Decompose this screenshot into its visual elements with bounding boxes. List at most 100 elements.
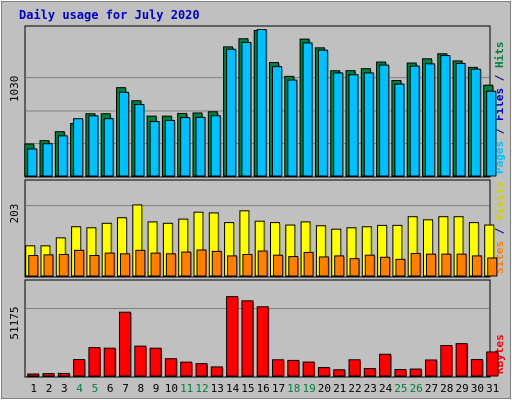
bar-files-day-13 (210, 115, 221, 177)
day-label-26: 26 (410, 382, 423, 395)
bar-kbytes-day-20 (317, 367, 330, 377)
bar-sites-day-1 (28, 255, 39, 277)
bar-kbytes-day-2 (42, 373, 55, 377)
bar-sites-day-14 (227, 255, 238, 277)
bar-files-day-2 (42, 143, 53, 177)
bar-sites-day-26 (410, 252, 421, 277)
bar-kbytes-day-28 (440, 345, 453, 377)
bar-sites-day-30 (471, 255, 482, 277)
day-label-7: 7 (122, 382, 129, 395)
day-label-11: 11 (180, 382, 193, 395)
bar-kbytes-day-11 (180, 361, 193, 377)
bar-files-day-8 (134, 103, 145, 177)
bar-sites-day-3 (58, 254, 69, 277)
bar-kbytes-day-15 (241, 300, 254, 377)
bar-sites-day-23 (364, 254, 375, 277)
bar-sites-day-18 (288, 256, 299, 277)
bar-sites-day-8 (135, 249, 146, 277)
bar-sites-day-19 (303, 251, 314, 277)
bar-sites-day-21 (334, 255, 345, 277)
day-label-31: 31 (486, 382, 499, 395)
bar-files-day-20 (317, 49, 328, 177)
bar-files-day-27 (425, 63, 435, 177)
bar-kbytes-day-3 (57, 372, 70, 377)
day-label-14: 14 (226, 382, 240, 395)
bar-sites-day-9 (150, 252, 161, 277)
bar-kbytes-day-12 (195, 363, 208, 377)
day-label-27: 27 (425, 382, 438, 395)
bar-kbytes-day-8 (134, 345, 147, 377)
bar-sites-day-7 (120, 253, 130, 277)
bar-kbytes-day-26 (409, 368, 422, 377)
bar-kbytes-day-14 (226, 296, 239, 377)
day-labels: 1 2 3 4 5 6 7 8 9 10 11 12 13 14 15 16 17 18 19 20 21 22 23 24 2… (30, 382, 499, 395)
bar-sites-day-20 (318, 256, 329, 277)
day-label-2: 2 (46, 382, 53, 395)
day-label-22: 22 (348, 382, 361, 395)
bar-files-day-16 (256, 29, 267, 177)
bar-files-day-25 (394, 83, 405, 177)
bar-sites-day-12 (196, 249, 207, 277)
bar-sites-day-16 (257, 250, 268, 277)
day-label-21: 21 (333, 382, 346, 395)
bar-files-day-26 (409, 65, 420, 177)
day-label-30: 30 (471, 382, 484, 395)
day-label-13: 13 (211, 382, 224, 395)
bar-sites-day-15 (242, 254, 253, 277)
bar-sites-day-5 (89, 255, 100, 277)
bar-kbytes-day-18 (287, 359, 300, 377)
bar-kbytes-day-30 (470, 359, 483, 377)
bar-kbytes-day-10 (164, 358, 177, 377)
legend-entry: / (493, 68, 506, 88)
bar-kbytes-day-17 (272, 359, 284, 377)
bar-kbytes-day-7 (119, 311, 131, 377)
bar-files-day-7 (119, 91, 129, 177)
day-label-19: 19 (302, 382, 315, 395)
day-label-16: 16 (257, 382, 270, 395)
bar-sites-day-10 (165, 253, 176, 277)
bar-sites-day-28 (441, 253, 452, 277)
bar-kbytes-day-1 (27, 373, 40, 377)
bar-sites-day-17 (273, 254, 283, 277)
panel-2: 203 Sites / Visits (8, 179, 506, 278)
bar-kbytes-day-16 (256, 306, 269, 377)
day-label-9: 9 (153, 382, 160, 395)
day-label-3: 3 (61, 382, 68, 395)
bar-files-day-29 (455, 62, 466, 177)
y-tick-label: 51175 (8, 306, 21, 339)
day-label-5: 5 (92, 382, 99, 395)
bar-files-day-31 (486, 90, 497, 177)
bar-kbytes-day-9 (149, 347, 162, 377)
bar-files-day-10 (164, 119, 175, 177)
bar-kbytes-day-24 (379, 353, 392, 377)
bar-files-day-3 (57, 135, 68, 177)
bar-files-day-18 (287, 79, 298, 177)
bar-sites-day-6 (104, 252, 115, 277)
series-legend-label: Sites / Visits (493, 181, 506, 274)
bar-kbytes-day-29 (455, 343, 468, 377)
day-label-10: 10 (165, 382, 178, 395)
bar-files-day-1 (27, 148, 38, 177)
bar-kbytes-day-19 (302, 361, 315, 377)
day-label-20: 20 (318, 382, 331, 395)
bar-files-day-17 (272, 66, 282, 177)
bar-files-day-23 (363, 72, 374, 177)
day-label-24: 24 (379, 382, 393, 395)
bar-kbytes-day-25 (394, 369, 407, 377)
legend-entry: / (493, 221, 506, 241)
bar-sites-day-13 (211, 250, 222, 277)
day-label-18: 18 (287, 382, 300, 395)
day-label-6: 6 (107, 382, 114, 395)
bar-files-day-19 (302, 42, 313, 177)
bar-kbytes-day-5 (88, 347, 101, 377)
day-label-25: 25 (394, 382, 407, 395)
day-label-15: 15 (241, 382, 254, 395)
day-label-29: 29 (455, 382, 468, 395)
bar-files-day-21 (333, 72, 344, 177)
bar-files-day-11 (180, 117, 191, 177)
day-label-8: 8 (137, 382, 144, 395)
day-label-28: 28 (440, 382, 453, 395)
bar-files-day-22 (348, 74, 359, 177)
bar-files-day-6 (103, 118, 114, 177)
